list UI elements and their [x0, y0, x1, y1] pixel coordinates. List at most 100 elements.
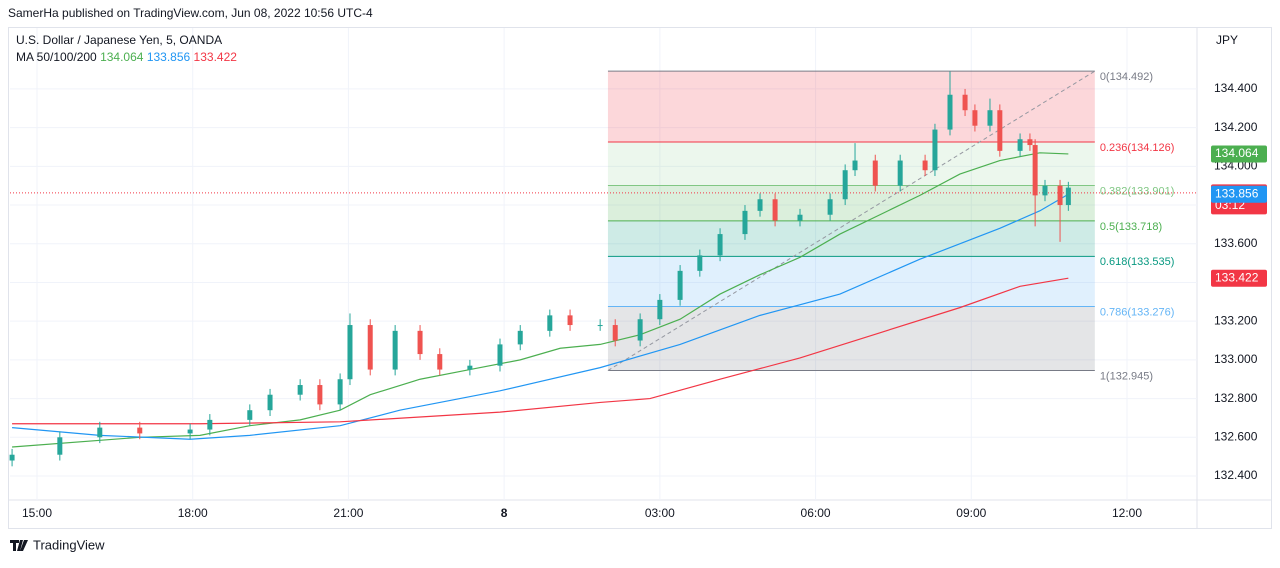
fib-label: 0.618(133.535): [1100, 256, 1175, 268]
candle-body: [97, 427, 103, 438]
x-tick-label: 18:00: [178, 506, 208, 520]
y-tick-label: 133.600: [1214, 236, 1258, 250]
y-tick-label: 134.200: [1214, 120, 1258, 134]
axes: 132.400 132.600 132.800 133.000 133.200 133.4…: [22, 81, 1267, 520]
candle-body: [1027, 139, 1033, 146]
moving-average: [12, 277, 1069, 425]
candle-body: [9, 454, 15, 461]
candle-body: [567, 315, 573, 326]
ma-label: MA 50/100/200 134.064 133.856 133.422: [16, 50, 237, 64]
price-badge: [1211, 269, 1267, 287]
candle-body: [1065, 187, 1071, 206]
frame: [8, 27, 1272, 529]
candle-body: [1042, 185, 1048, 196]
y-tick-label: 132.600: [1214, 429, 1258, 443]
candle-body: [57, 437, 63, 455]
candle-body: [962, 94, 968, 111]
y-tick-label: 132.800: [1214, 391, 1258, 405]
y-tick-label: 134.400: [1214, 81, 1258, 95]
grid: [10, 28, 1197, 500]
candle-body: [872, 160, 878, 186]
candle-body: [392, 330, 398, 370]
price-badge-label: 134.064: [1215, 146, 1259, 160]
candle-body: [897, 160, 903, 186]
ma-value: 134.064: [100, 50, 144, 64]
candle-body: [317, 385, 323, 405]
candle-body: [757, 199, 763, 211]
brand: TradingView: [33, 537, 105, 552]
y-tick-label: 133.200: [1214, 313, 1258, 327]
candle-body: [207, 419, 213, 430]
fib-label: 0.5(133.718): [1100, 221, 1162, 233]
fibonacci: 0(134.492) 0.236(134.126) 0.382(133.901) 0.…: [607, 70, 1175, 382]
candle-body: [347, 325, 353, 380]
candle-body: [337, 379, 343, 405]
ma-name: MA 50/100/200: [16, 50, 97, 64]
candle-body: [437, 354, 443, 370]
moving-average: [12, 193, 1069, 440]
ma-value: 133.856: [147, 50, 191, 64]
currency: JPY: [1216, 33, 1238, 47]
y-tick-label: 132.400: [1214, 468, 1258, 482]
fib-zone: [607, 256, 1095, 307]
candle-body: [467, 365, 473, 370]
candle-body: [827, 199, 833, 215]
candle-body: [637, 319, 643, 341]
candle-body: [742, 210, 748, 235]
candle-body: [657, 299, 663, 320]
candle-body: [187, 429, 193, 434]
candle-body: [1057, 185, 1063, 206]
fib-zone: [607, 306, 1095, 371]
candle-body: [997, 110, 1003, 151]
fib-zone: [607, 71, 1095, 142]
candle-body: [772, 199, 778, 221]
candle-body: [547, 315, 553, 331]
price-badge: [1211, 145, 1267, 163]
candle-body: [497, 344, 503, 366]
x-tick-label: 8: [501, 506, 508, 520]
candle-body: [677, 270, 683, 300]
candle-body: [852, 160, 858, 171]
fib-trend: [607, 70, 1096, 371]
candle-body: [987, 110, 993, 126]
candle-body: [1032, 145, 1038, 196]
candle-body: [697, 255, 703, 271]
fib-label: 0.786(133.276): [1100, 306, 1175, 318]
fib-zone: [607, 185, 1095, 221]
price-badge-label: 133.422: [1215, 270, 1259, 284]
fib-label: 1(132.945): [1100, 370, 1153, 382]
candle-body: [267, 394, 273, 411]
x-tick-label: 21:00: [333, 506, 363, 520]
x-tick-label: 09:00: [956, 506, 986, 520]
y-tick-label: 133.000: [1214, 352, 1258, 366]
price-badge-label: 133.856: [1215, 186, 1259, 200]
fib-zone: [607, 220, 1095, 257]
candle-body: [972, 110, 978, 126]
candle-body: [797, 214, 803, 221]
x-tick-label: 12:00: [1112, 506, 1142, 520]
candle-body: [517, 330, 523, 345]
x-tick-label: 06:00: [801, 506, 831, 520]
symbol-title: U.S. Dollar / Japanese Yen, 5, OANDA: [16, 33, 222, 47]
candle-body: [137, 427, 143, 434]
candle-body: [842, 170, 848, 200]
candle-body: [597, 325, 603, 327]
candle-body: [947, 94, 953, 130]
candle-body: [247, 410, 253, 420]
header: SamerHa published on TradingView.com, Ju…: [8, 6, 373, 20]
candle-body: [1017, 139, 1023, 151]
candle-body: [297, 385, 303, 395]
moving-average: [12, 152, 1069, 448]
candles: [9, 71, 1071, 467]
candle-body: [367, 325, 373, 370]
ma-value: 133.422: [194, 50, 238, 64]
candle-body: [922, 160, 928, 171]
price-badge: [1211, 185, 1267, 203]
moving-averages: [10, 152, 1197, 448]
fib-zone: [607, 141, 1095, 186]
brand-logo: [10, 540, 28, 551]
fib-label: 0.236(134.126): [1100, 142, 1175, 154]
